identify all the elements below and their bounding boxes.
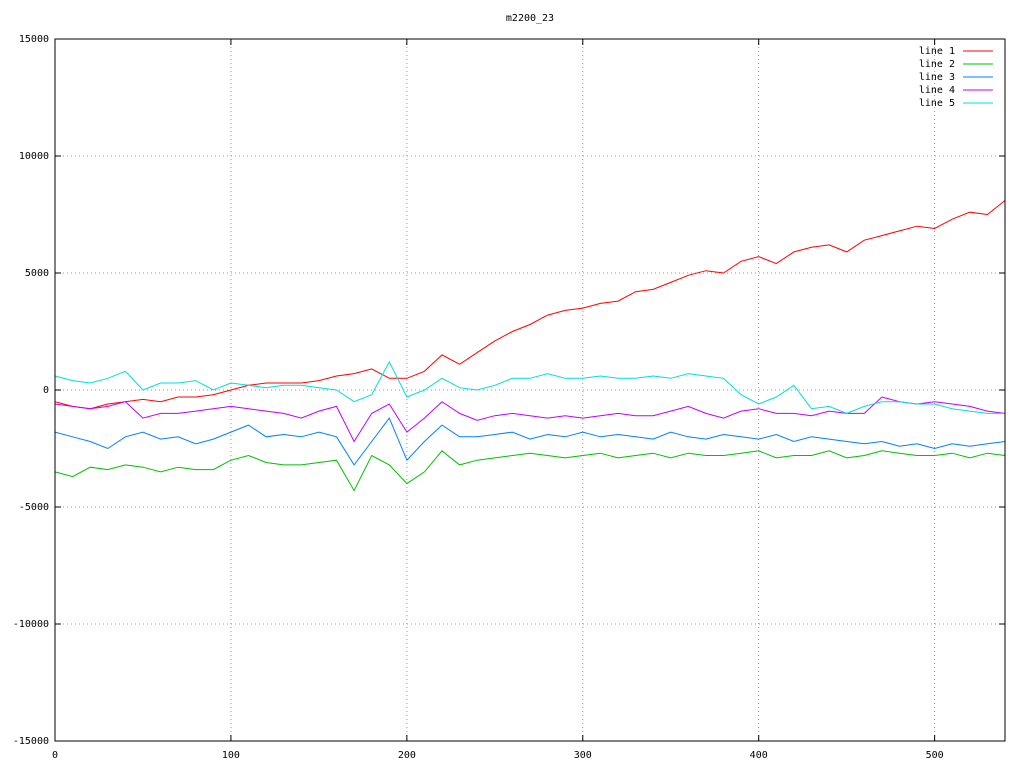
legend-label: line 5	[919, 98, 955, 109]
y-tick-label: 10000	[19, 151, 49, 162]
y-tick-label: -10000	[13, 619, 49, 630]
y-tick-label: 15000	[19, 34, 49, 45]
x-tick-label: 100	[222, 750, 240, 761]
x-tick-label: 200	[398, 750, 416, 761]
legend-label: line 3	[919, 72, 955, 83]
y-tick-label: -5000	[19, 502, 49, 513]
x-tick-label: 300	[574, 750, 592, 761]
y-tick-label: 0	[43, 385, 49, 396]
data-line	[54, 200, 1006, 410]
data-line	[54, 417, 1006, 466]
x-tick-label: 500	[926, 750, 944, 761]
legend-label: line 4	[919, 85, 955, 96]
x-tick-label: 0	[52, 750, 58, 761]
legend-label: line 1	[919, 46, 955, 57]
data-line	[54, 450, 1006, 492]
legend-label: line 2	[919, 59, 955, 70]
plot-border	[54, 38, 1006, 742]
x-tick-label: 400	[750, 750, 768, 761]
chart-title: m2200_23	[506, 13, 554, 24]
data-line	[54, 360, 1005, 414]
y-tick-label: 5000	[25, 268, 49, 279]
y-tick-label: -15000	[13, 736, 49, 747]
